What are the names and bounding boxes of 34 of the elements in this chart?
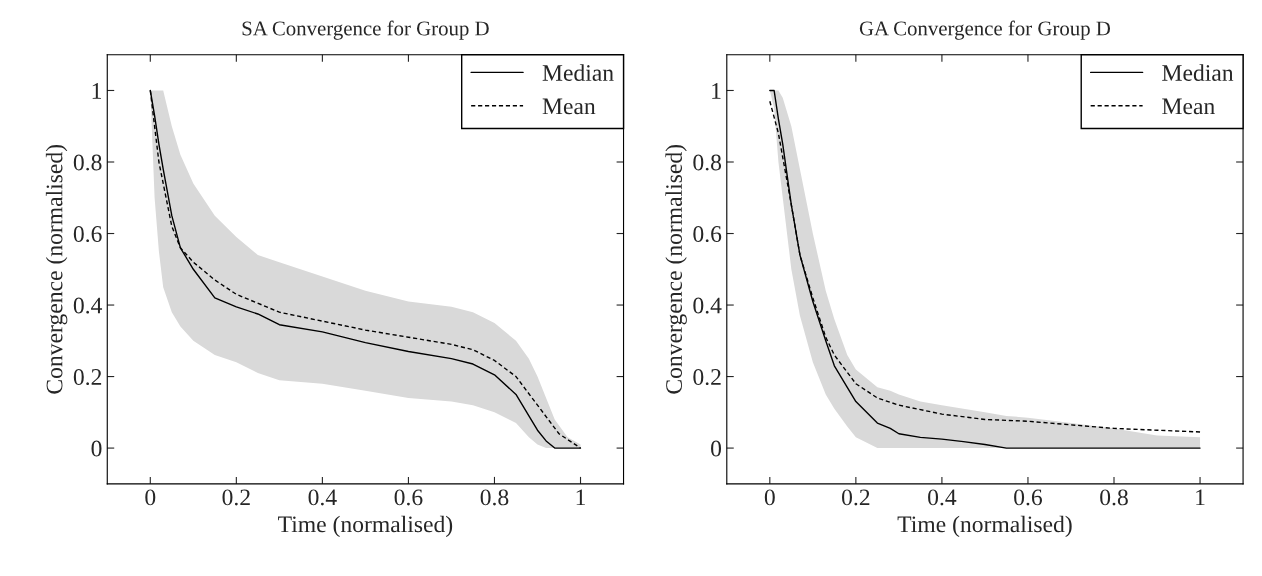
y-tick-label: 1 [712,83,721,99]
x-tick-label: 0.4 [308,489,337,506]
x-tick-label: 0.6 [394,489,423,506]
y-tick-label: 0.2 [73,369,102,386]
x-axis-title: Time (normalised) [897,515,1072,538]
y-tick-label: 0.6 [73,226,102,243]
x-tick-label: 0.8 [480,489,509,506]
y-tick-label: 0.4 [73,297,103,314]
x-axis-title: Time (normalised) [278,515,453,538]
y-tick-label: 0 [91,440,102,457]
legend-label: Mean [542,98,596,115]
y-tick-label: 1 [92,83,101,99]
x-tick-label: 1 [576,489,586,506]
y-tick-label: 0.6 [693,226,722,243]
legend-label: Median [542,64,614,81]
x-tick-label: 0.2 [842,489,870,506]
x-tick-label: 0.4 [928,489,957,506]
x-tick-label: 1 [1196,489,1205,506]
chart-title: SA Convergence for Group D [242,20,489,40]
y-tick-label: 0.4 [693,297,722,314]
x-tick-label: 0.2 [222,489,250,506]
x-tick-label: 0.6 [1014,489,1043,506]
legend-label: Median [1162,64,1234,81]
y-tick-label: 0 [711,440,722,457]
y-tick-label: 0.8 [693,154,722,171]
y-axis-title: Convergence (normalised) [665,144,687,394]
x-tick-label: 0.8 [1100,489,1128,506]
chart-title: GA Convergence for Group D [859,20,1111,40]
legend-label: Mean [1162,98,1215,115]
y-axis-title: Convergence (normalised) [45,144,68,394]
y-tick-label: 0.8 [73,154,102,171]
x-tick-label: 0 [764,489,775,506]
x-tick-label: 0 [145,489,156,506]
y-tick-label: 0.2 [693,369,721,386]
